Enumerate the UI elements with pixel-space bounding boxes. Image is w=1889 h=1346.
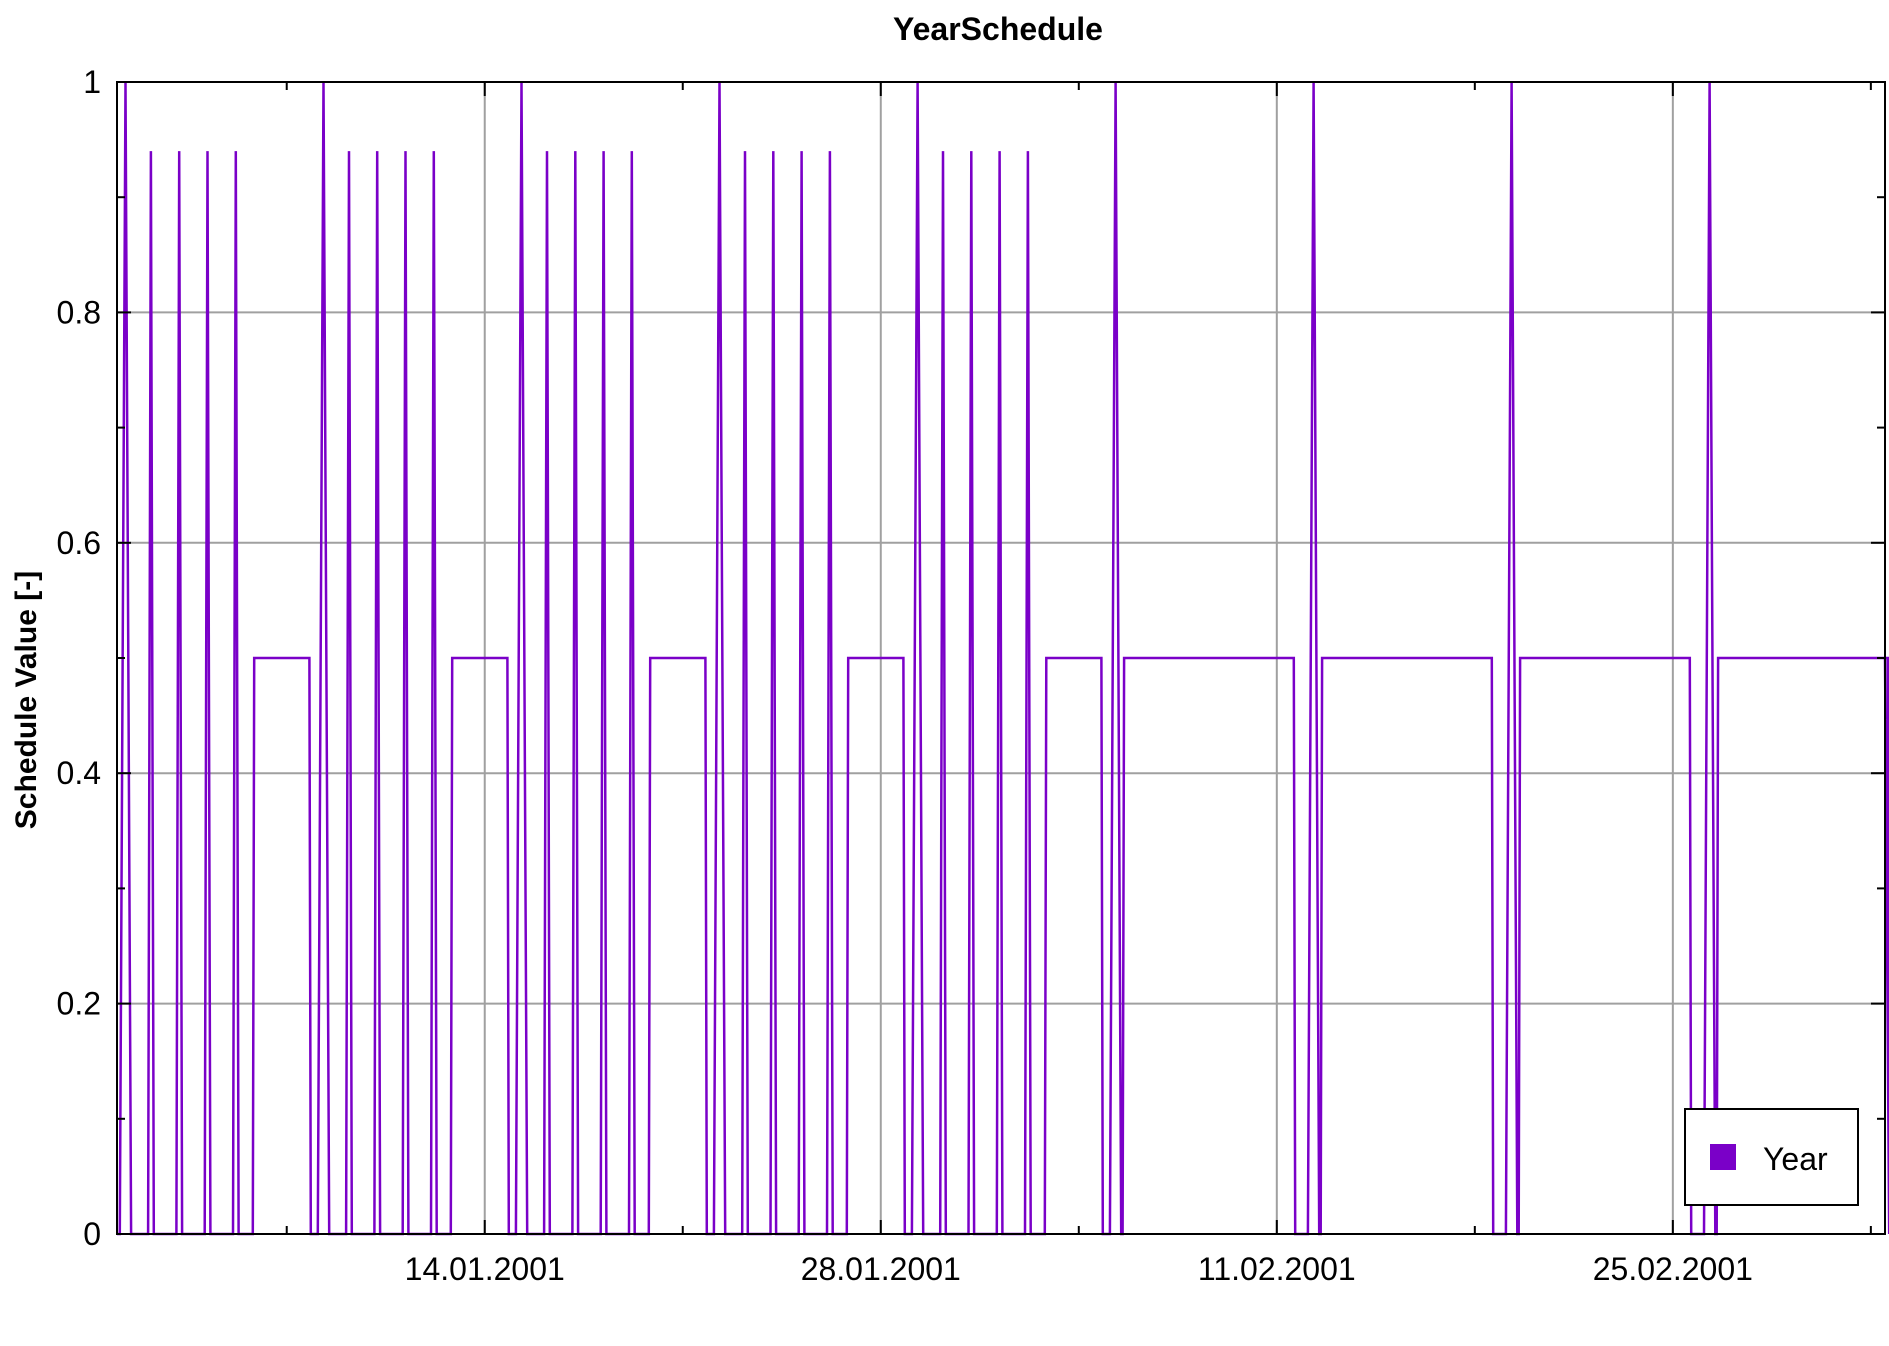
tick-labels: 0 0.2 0.4 0.6 0.8 1 14.01.2001 28.01.2001 11.02.… [57,64,1753,1287]
ticks [117,81,1885,1235]
y-tick-label: 0.4 [57,755,101,791]
series-group [117,81,1889,1236]
x-tick-label: 14.01.2001 [405,1251,565,1287]
x-tick-label: 25.02.2001 [1593,1251,1753,1287]
x-tick-label: 11.02.2001 [1198,1251,1356,1287]
chart-title: YearSchedule [893,11,1103,47]
x-tick-label: 28.01.2001 [801,1251,961,1287]
y-tick-label: 0.8 [57,294,101,330]
legend-label-year: Year [1763,1141,1828,1177]
y-tick-label: 0.2 [57,986,101,1022]
y-tick-label: 0.6 [57,525,101,561]
legend: Year [1684,1108,1859,1206]
y-axis-label: Schedule Value [-] [10,571,43,829]
legend-swatch-year [1710,1144,1736,1170]
y-tick-label: 1 [83,64,101,100]
series-line-year [117,81,1889,1236]
y-tick-label: 0 [83,1216,101,1252]
